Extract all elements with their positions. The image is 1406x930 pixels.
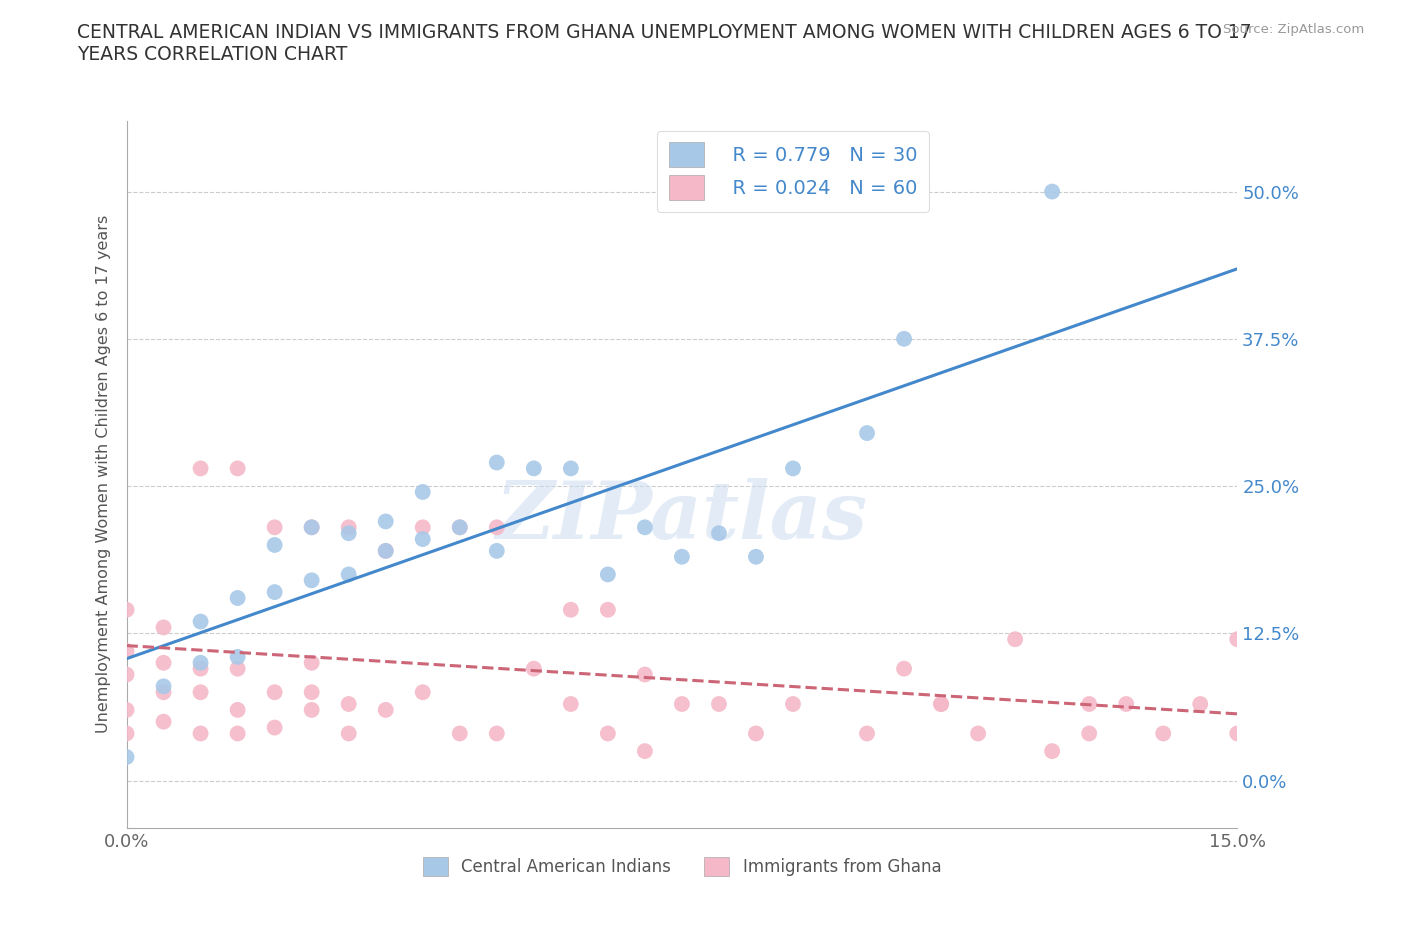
Point	[596, 603, 619, 618]
Y-axis label: Unemployment Among Women with Children Ages 6 to 17 years: Unemployment Among Women with Children A…	[96, 215, 111, 734]
Point	[1226, 631, 1249, 646]
Point	[1078, 697, 1101, 711]
Point	[152, 714, 174, 729]
Point	[337, 697, 360, 711]
Point	[929, 697, 952, 711]
Point	[485, 726, 508, 741]
Point	[263, 585, 285, 600]
Point	[485, 520, 508, 535]
Point	[190, 726, 212, 741]
Point	[301, 520, 323, 535]
Point	[301, 520, 323, 535]
Point	[152, 684, 174, 699]
Point	[263, 684, 285, 699]
Text: Source: ZipAtlas.com: Source: ZipAtlas.com	[1223, 23, 1364, 36]
Point	[301, 573, 323, 588]
Text: CENTRAL AMERICAN INDIAN VS IMMIGRANTS FROM GHANA UNEMPLOYMENT AMONG WOMEN WITH C: CENTRAL AMERICAN INDIAN VS IMMIGRANTS FR…	[77, 23, 1251, 64]
Point	[560, 603, 582, 618]
Point	[301, 656, 323, 671]
Point	[374, 514, 396, 529]
Point	[967, 726, 990, 741]
Point	[523, 661, 546, 676]
Point	[152, 679, 174, 694]
Point	[782, 461, 804, 476]
Point	[560, 461, 582, 476]
Text: ZIPatlas: ZIPatlas	[496, 478, 868, 555]
Point	[1189, 697, 1212, 711]
Point	[152, 656, 174, 671]
Point	[115, 726, 138, 741]
Point	[374, 543, 396, 558]
Point	[856, 726, 879, 741]
Point	[1078, 726, 1101, 741]
Point	[412, 532, 434, 547]
Point	[115, 603, 138, 618]
Point	[449, 726, 471, 741]
Point	[634, 667, 657, 682]
Point	[671, 697, 693, 711]
Point	[263, 520, 285, 535]
Point	[226, 726, 249, 741]
Point	[929, 697, 952, 711]
Point	[596, 567, 619, 582]
Point	[190, 656, 212, 671]
Point	[745, 726, 768, 741]
Point	[226, 591, 249, 605]
Point	[115, 667, 138, 682]
Point	[374, 702, 396, 717]
Point	[412, 684, 434, 699]
Point	[412, 520, 434, 535]
Point	[1152, 726, 1174, 741]
Point	[226, 649, 249, 664]
Point	[337, 567, 360, 582]
Point	[671, 550, 693, 565]
Point	[1226, 726, 1249, 741]
Point	[337, 525, 360, 540]
Point	[115, 702, 138, 717]
Point	[707, 525, 730, 540]
Point	[301, 684, 323, 699]
Point	[485, 455, 508, 470]
Point	[190, 684, 212, 699]
Point	[1115, 697, 1137, 711]
Point	[152, 620, 174, 635]
Point	[1004, 631, 1026, 646]
Point	[263, 538, 285, 552]
Legend: Central American Indians, Immigrants from Ghana: Central American Indians, Immigrants fro…	[416, 850, 948, 883]
Point	[893, 661, 915, 676]
Point	[115, 644, 138, 658]
Point	[634, 744, 657, 759]
Point	[115, 750, 138, 764]
Point	[190, 614, 212, 629]
Point	[560, 697, 582, 711]
Point	[1040, 744, 1063, 759]
Point	[226, 661, 249, 676]
Point	[449, 520, 471, 535]
Point	[190, 461, 212, 476]
Point	[226, 702, 249, 717]
Point	[523, 461, 546, 476]
Point	[190, 661, 212, 676]
Point	[596, 726, 619, 741]
Point	[893, 331, 915, 346]
Point	[263, 720, 285, 735]
Point	[707, 697, 730, 711]
Point	[226, 461, 249, 476]
Point	[449, 520, 471, 535]
Point	[374, 543, 396, 558]
Point	[782, 697, 804, 711]
Point	[485, 543, 508, 558]
Point	[634, 520, 657, 535]
Point	[301, 702, 323, 717]
Point	[856, 426, 879, 441]
Point	[1040, 184, 1063, 199]
Point	[337, 726, 360, 741]
Point	[337, 520, 360, 535]
Point	[412, 485, 434, 499]
Point	[745, 550, 768, 565]
